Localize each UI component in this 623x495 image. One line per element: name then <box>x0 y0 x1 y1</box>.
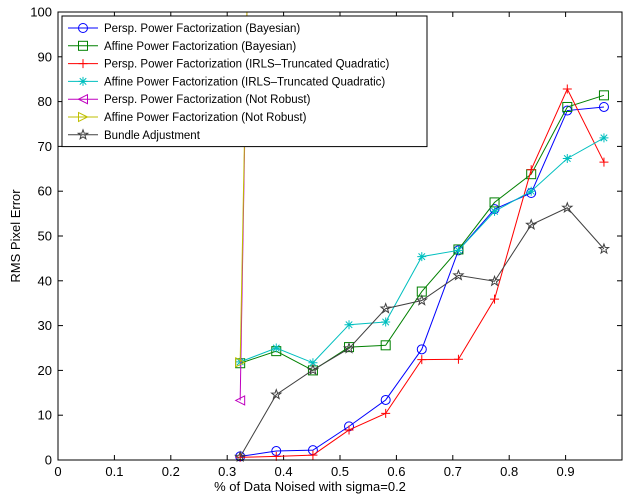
legend-entry: Affine Power Factorization (Not Robust) <box>68 111 307 124</box>
data-point <box>379 302 392 314</box>
x-tick-label: 0.8 <box>500 464 518 479</box>
data-point <box>78 111 89 123</box>
data-point <box>562 101 573 112</box>
legend-entry: Affine Power Factorization (Bayesian) <box>68 40 296 53</box>
data-point <box>599 157 609 167</box>
data-point <box>490 206 500 216</box>
legend-label: Affine Power Factorization (IRLS–Truncat… <box>104 76 385 88</box>
y-tick-label: 70 <box>38 139 52 154</box>
x-tick-label: 0.1 <box>105 464 123 479</box>
series-4 <box>235 133 609 368</box>
x-tick-label: 0.2 <box>162 464 180 479</box>
data-point <box>562 153 572 163</box>
data-point <box>271 451 281 461</box>
data-point <box>78 76 88 86</box>
axis-ticks: 0 0.1 0.2 0.3 0.4 0.5 0.6 0.7 0.8 0.9 0 10 20 30 40 50 6… <box>30 5 622 479</box>
data-point <box>417 252 427 262</box>
data-point <box>381 317 391 327</box>
data-point <box>344 425 354 435</box>
data-point <box>416 344 427 355</box>
data-point <box>76 128 90 140</box>
legend-label: Persp. Power Factorization (Bayesian) <box>104 23 300 35</box>
x-tick-label: 0.4 <box>275 464 293 479</box>
data-point <box>235 357 246 368</box>
data-point <box>234 450 247 463</box>
data-point <box>342 342 356 354</box>
y-tick-label: 0 <box>45 453 52 468</box>
x-axis-label: % of Data Noised with sigma=0.2 <box>214 479 406 494</box>
legend-label: Affine Power Factorization (Bayesian) <box>104 41 296 53</box>
x-tick-label: 0.3 <box>218 464 236 479</box>
data-point <box>562 84 572 94</box>
legend-entry: Persp. Power Factorization (Not Robust) <box>68 93 311 106</box>
series-line <box>240 94 605 371</box>
legend-box <box>61 15 428 148</box>
legend-label: Persp. Power Factorization (Not Robust) <box>104 94 311 106</box>
series-1 <box>235 101 609 462</box>
y-tick-label: 90 <box>38 49 52 64</box>
legend-entry: Persp. Power Factorization (Bayesian) <box>68 23 300 35</box>
x-tick-label: 0.7 <box>444 464 462 479</box>
y-tick-label: 80 <box>38 94 52 109</box>
data-point <box>526 186 536 196</box>
x-tick-label: 0.5 <box>331 464 349 479</box>
data-point <box>271 343 281 353</box>
x-tick-label: 0.9 <box>557 464 575 479</box>
data-point <box>526 165 536 175</box>
y-tick-label: 50 <box>38 229 52 244</box>
data-point <box>525 218 538 230</box>
legend-entry: Affine Power Factorization (IRLS–Truncat… <box>68 76 385 88</box>
y-tick-label: 20 <box>38 363 52 378</box>
series-line <box>239 137 605 364</box>
data-point <box>308 450 318 460</box>
data-point <box>598 90 609 101</box>
data-point <box>308 358 318 368</box>
legend: Persp. Power Factorization (Bayesian) Aff… <box>61 15 428 148</box>
series-7 <box>234 201 611 463</box>
series-3 <box>235 84 609 462</box>
data-point <box>77 93 88 105</box>
x-tick-label: 0.6 <box>387 464 405 479</box>
data-point <box>597 242 611 255</box>
data-point <box>488 274 501 287</box>
series-line <box>240 106 604 457</box>
y-tick-label: 30 <box>38 318 52 333</box>
data-point <box>381 408 391 418</box>
data-point <box>598 101 609 112</box>
data-point <box>270 388 283 400</box>
y-axis-label: RMS Pixel Error <box>8 189 23 283</box>
legend-label: Persp. Power Factorization (IRLS–Truncat… <box>104 59 389 71</box>
data-point <box>234 395 246 406</box>
y-tick-label: 40 <box>38 273 52 288</box>
data-point <box>490 294 500 304</box>
data-point <box>453 245 463 255</box>
legend-entry: Bundle Adjustment <box>68 128 201 142</box>
data-point <box>78 23 88 33</box>
x-tick-label: 0 <box>54 464 61 479</box>
legend-entry: Persp. Power Factorization (IRLS–Truncat… <box>68 59 389 71</box>
data-point <box>452 268 465 281</box>
y-tick-label: 100 <box>30 5 52 20</box>
data-point <box>78 59 88 69</box>
data-point <box>417 355 427 365</box>
series-line <box>239 207 605 458</box>
data-point <box>78 40 88 51</box>
data-point <box>380 340 391 351</box>
legend-label: Affine Power Factorization (Not Robust) <box>104 112 307 124</box>
legend-label: Bundle Adjustment <box>104 130 201 142</box>
data-point <box>453 354 463 364</box>
data-point <box>415 294 428 306</box>
plot-frame <box>57 11 623 461</box>
y-tick-label: 60 <box>38 184 52 199</box>
data-point <box>306 363 320 376</box>
data-point <box>380 394 391 405</box>
data-point <box>344 320 354 330</box>
y-tick-label: 10 <box>38 408 52 423</box>
data-point <box>561 201 574 213</box>
data-point <box>599 133 609 143</box>
